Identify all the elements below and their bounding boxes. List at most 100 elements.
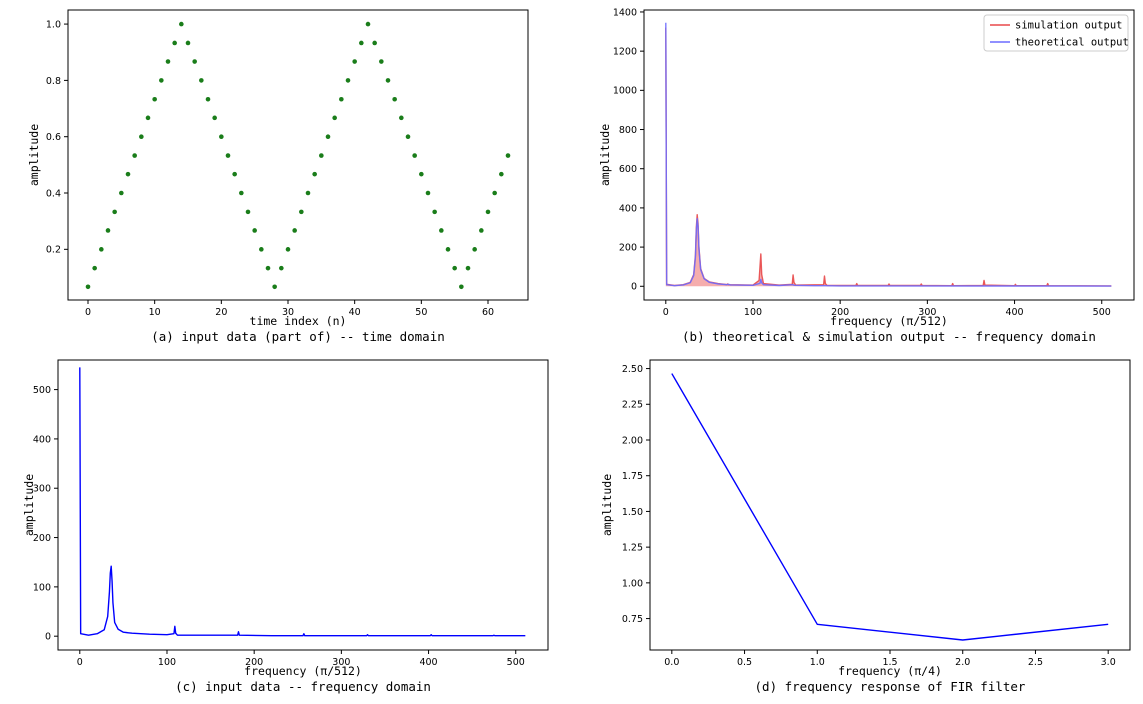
chart-a-point-58 — [472, 247, 477, 252]
chart-d-xtick-label-3: 1.5 — [882, 657, 897, 668]
chart-a-xtick-label-0: 0 — [85, 307, 91, 318]
chart-b-ytick-label-1: 200 — [619, 242, 637, 253]
chart-b-xtick-label-5: 500 — [1093, 307, 1111, 318]
chart-a-point-30 — [285, 247, 291, 252]
chart-a-point-31 — [292, 228, 297, 233]
chart-d-ytick-label-3: 1.50 — [622, 507, 643, 518]
chart-a-xtick-label-4: 40 — [349, 307, 361, 318]
chart-a-point-18 — [205, 96, 211, 102]
chart-a-point-34 — [312, 171, 317, 177]
chart-b-legend: simulation output theoretical output — [983, 14, 1129, 52]
chart-a-ytick-label-3: 0.8 — [46, 76, 61, 87]
chart-a-x-ticks: 0 10 20 30 40 50 60 — [85, 300, 494, 318]
chart-a-point-54 — [445, 247, 451, 252]
chart-b-series-0-area — [665, 27, 1112, 287]
chart-d-xtick-label-5: 2.5 — [1028, 657, 1043, 668]
chart-a-point-28 — [272, 284, 277, 290]
chart-a-point-59 — [479, 228, 484, 233]
chart-a-point-6 — [125, 171, 131, 177]
chart-c-ytick-label-4: 400 — [33, 434, 51, 445]
chart-c-xtick-label-3: 300 — [332, 657, 350, 668]
chart-d-series-0-line — [671, 373, 1109, 641]
chart-a-point-22 — [232, 171, 237, 177]
chart-a-xlabel: time index (n) — [250, 314, 347, 328]
chart-a-ytick-label-2: 0.6 — [46, 132, 61, 143]
chart-b-xtick-label-2: 200 — [831, 307, 849, 318]
chart-d-xtick-label-1: 0.5 — [737, 657, 752, 668]
chart-a-point-49 — [412, 153, 417, 158]
chart-c-series-0-line — [79, 367, 526, 637]
chart-a-y-ticks: 0.2 0.4 0.6 0.8 1.0 — [46, 19, 68, 256]
chart-b-xtick-label-1: 100 — [744, 307, 762, 318]
chart-d-marks — [671, 373, 1109, 641]
chart-a-point-0 — [85, 284, 91, 290]
chart-d-y-ticks: 0.75 1.00 1.25 1.50 1.75 2.00 2.25 2.50 — [622, 364, 650, 625]
chart-a-point-5 — [119, 190, 124, 196]
chart-a-point-52 — [432, 209, 437, 215]
chart-a-xtick-label-6: 60 — [482, 307, 494, 318]
chart-a-point-35 — [319, 153, 324, 158]
chart-a-ytick-label-4: 1.0 — [46, 19, 61, 30]
chart-a-xtick-label-5: 50 — [415, 307, 427, 318]
chart-d-ytick-label-7: 2.50 — [622, 364, 643, 375]
chart-a-xtick-label-1: 10 — [149, 307, 161, 318]
chart-b-xtick-label-0: 0 — [663, 307, 669, 318]
chart-a-caption: (a) input data (part of) -- time domain — [151, 329, 445, 344]
chart-d-xtick-label-2: 1.0 — [810, 657, 825, 668]
chart-b-ytick-label-0: 0 — [631, 282, 637, 293]
chart-a-point-42 — [365, 21, 371, 27]
chart-a-ytick-label-1: 0.4 — [46, 188, 61, 199]
chart-c-xtick-label-5: 500 — [507, 657, 525, 668]
chart-c-xtick-label-2: 200 — [245, 657, 263, 668]
chart-b-ytick-label-2: 400 — [619, 203, 637, 214]
chart-d-ytick-label-4: 1.75 — [622, 471, 643, 482]
chart-c-xtick-label-0: 0 — [77, 657, 83, 668]
chart-c-xlabel: frequency (π/512) — [244, 664, 362, 678]
chart-a-point-47 — [399, 115, 404, 121]
chart-a-point-46 — [392, 96, 397, 102]
chart-d-ytick-label-5: 2.00 — [622, 435, 643, 446]
chart-a-point-40 — [352, 59, 357, 64]
chart-c-marks — [79, 367, 526, 637]
chart-a-point-60 — [485, 209, 491, 215]
chart-a-point-27 — [265, 265, 271, 271]
chart-b-ytick-label-7: 1400 — [613, 7, 637, 18]
chart-d-xtick-label-0: 0.0 — [664, 657, 679, 668]
chart-a-point-36 — [325, 134, 331, 139]
chart-a-point-9 — [145, 115, 151, 121]
chart-a-point-57 — [465, 265, 471, 271]
chart-a-point-8 — [139, 134, 144, 139]
chart-d-ytick-label-1: 1.00 — [622, 578, 643, 589]
chart-b-x-ticks: 0 100 200 300 400 500 — [663, 300, 1111, 318]
chart-a-point-50 — [419, 171, 424, 177]
chart-d-xtick-label-6: 3.0 — [1101, 657, 1116, 668]
chart-a-xtick-label-3: 30 — [282, 307, 294, 318]
chart-a-point-43 — [372, 40, 377, 46]
chart-b-plot-area — [643, 9, 1135, 301]
chart-b-marks — [665, 22, 1112, 287]
chart-a-point-12 — [165, 59, 171, 64]
chart-b-y-ticks: 0 200 400 600 800 1000 1200 1400 — [613, 7, 644, 293]
chart-a-point-17 — [199, 78, 204, 83]
chart-a: 0.2 0.4 0.6 0.8 1.0 0 10 20 30 40 50 60 time index… — [27, 9, 529, 344]
chart-d-caption: (d) frequency response of FIR filter — [755, 679, 1026, 694]
chart-a-point-15 — [185, 40, 191, 46]
chart-b-legend-label-0: simulation output — [1015, 20, 1122, 32]
chart-a-point-19 — [212, 115, 217, 121]
chart-c-x-ticks: 0 100 200 300 400 500 — [77, 650, 525, 668]
chart-a-marks — [85, 21, 511, 290]
chart-c-ytick-label-5: 500 — [33, 385, 51, 396]
chart-d-xlabel: frequency (π/4) — [838, 664, 942, 678]
chart-b-legend-box — [983, 14, 1129, 52]
chart-a-point-39 — [345, 78, 351, 83]
chart-a-point-33 — [305, 190, 311, 196]
chart-a-plot-area — [67, 9, 529, 301]
chart-a-point-25 — [252, 228, 257, 233]
chart-b-legend-label-1: theoretical output — [1015, 37, 1129, 49]
chart-a-point-26 — [259, 247, 264, 252]
chart-c-plot-area — [57, 359, 549, 651]
chart-a-point-51 — [425, 190, 431, 196]
chart-c-ytick-label-2: 200 — [33, 533, 51, 544]
chart-a-point-56 — [459, 284, 464, 290]
